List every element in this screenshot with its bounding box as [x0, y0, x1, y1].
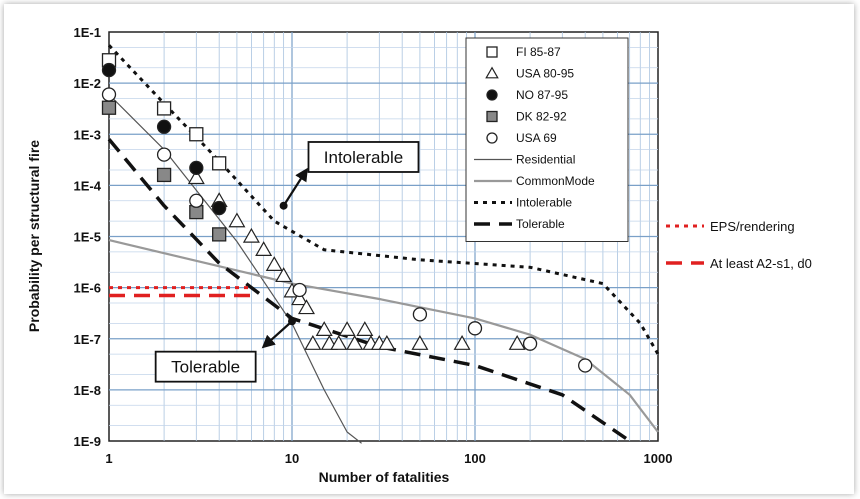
x-tick-label: 1	[105, 451, 112, 466]
usa-80-95-point	[242, 227, 260, 243]
y-tick-label: 1E-3	[74, 127, 101, 142]
data-points	[101, 53, 593, 373]
no-87-95-point	[212, 200, 227, 216]
usa-80-95-point	[346, 335, 364, 350]
usa-80-95-point	[330, 335, 348, 350]
no-87-95-point	[101, 62, 117, 78]
legend-label: Tolerable	[516, 217, 565, 231]
usa-69-point	[292, 282, 307, 298]
x-tick-label: 10	[285, 451, 299, 466]
usa-80-95-point	[265, 256, 283, 271]
annotation-box	[307, 141, 420, 173]
tolerable-line	[107, 138, 631, 443]
legend-marker	[486, 132, 498, 144]
usa-80-95-point	[508, 335, 526, 350]
usa-80-95-point	[378, 335, 396, 350]
legend-label: CommonMode	[516, 174, 595, 188]
annotation-label: Intolerable	[324, 148, 403, 167]
legend-label: USA 80-95	[516, 67, 574, 81]
usa-69-point	[189, 193, 204, 208]
x-axis-title: Number of fatalities	[319, 469, 450, 485]
usa-80-95-point	[275, 267, 293, 283]
fi-85-87-point	[189, 127, 204, 142]
y-tick-label: 1E-1	[74, 25, 101, 40]
legend-label: DK 82-92	[516, 110, 567, 124]
fi-85-87-point	[156, 101, 172, 116]
dk-82-92-point	[212, 227, 227, 242]
dk-82-92-point	[156, 167, 172, 183]
y-axis-title: Probability per structural fire	[26, 140, 42, 332]
annotation-label: Tolerable	[171, 358, 240, 377]
usa-80-95-point	[187, 169, 205, 185]
annotations: Intolerable Tolerable	[154, 141, 420, 383]
tick-labels: 1 10 100 1000 1E-1 1E-2 1E-3 1E-4 1E-5 1E-6 1E-7 1E…	[74, 25, 673, 466]
x-tick-label: 1000	[644, 451, 673, 466]
chart-frame: Intolerable Tolerable 1 10 100 1000 1E-1 1E-2 1…	[4, 4, 854, 494]
reference-legend-label: EPS/rendering	[710, 219, 795, 234]
legend-marker	[486, 89, 498, 101]
legend-marker	[485, 66, 499, 79]
usa-80-95-point	[338, 321, 356, 336]
usa-69-point	[156, 147, 172, 162]
annotation-box	[154, 350, 257, 383]
usa-80-95-point	[356, 321, 374, 336]
y-tick-label: 1E-6	[74, 281, 101, 296]
legend-label: USA 69	[516, 131, 557, 145]
y-tick-label: 1E-4	[74, 178, 102, 193]
x-tick-label: 100	[464, 451, 486, 466]
usa-80-95-point	[411, 335, 429, 350]
legend-marker	[486, 110, 498, 123]
legend-label: Residential	[516, 153, 575, 167]
dk-82-92-point	[101, 100, 117, 115]
usa-80-95-point	[304, 335, 322, 350]
y-tick-label: 1E-7	[74, 332, 101, 347]
usa-69-point	[412, 307, 428, 322]
usa-80-95-point	[297, 299, 315, 315]
reference-legend: EPS/rendering At least A2-s1, d0	[666, 219, 812, 271]
y-tick-label: 1E-5	[74, 230, 101, 245]
usa-69-point	[522, 336, 538, 351]
usa-80-95-point	[255, 241, 273, 256]
no-87-95-point	[189, 160, 204, 176]
annotation-arrow	[282, 167, 308, 207]
reference-legend-label: At least A2-s1, d0	[710, 256, 812, 271]
legend-label: Intolerable	[516, 196, 572, 210]
legend-label: FI 85-87	[516, 45, 561, 59]
legend-label: NO 87-95	[516, 88, 568, 102]
legend-marker	[486, 46, 498, 58]
commonmode-line	[108, 239, 659, 433]
usa-69-point	[101, 87, 117, 102]
no-87-95-point	[156, 119, 172, 134]
usa-69-point	[578, 358, 593, 373]
usa-80-95-point	[291, 290, 309, 306]
annotation-arrow	[261, 320, 293, 349]
usa-80-95-point	[453, 335, 471, 350]
y-tick-label: 1E-8	[74, 383, 101, 398]
usa-80-95-point	[228, 212, 246, 228]
y-tick-label: 1E-9	[74, 434, 101, 449]
y-tick-label: 1E-2	[74, 76, 101, 91]
reference-lines	[109, 286, 252, 298]
fi-85-87-point	[212, 156, 227, 171]
usa-69-point	[467, 321, 483, 336]
legend: FI 85-87 USA 80-95 NO 87-95 DK 82-92 USA 69 R…	[465, 37, 629, 242]
usa-80-95-point	[315, 321, 333, 336]
